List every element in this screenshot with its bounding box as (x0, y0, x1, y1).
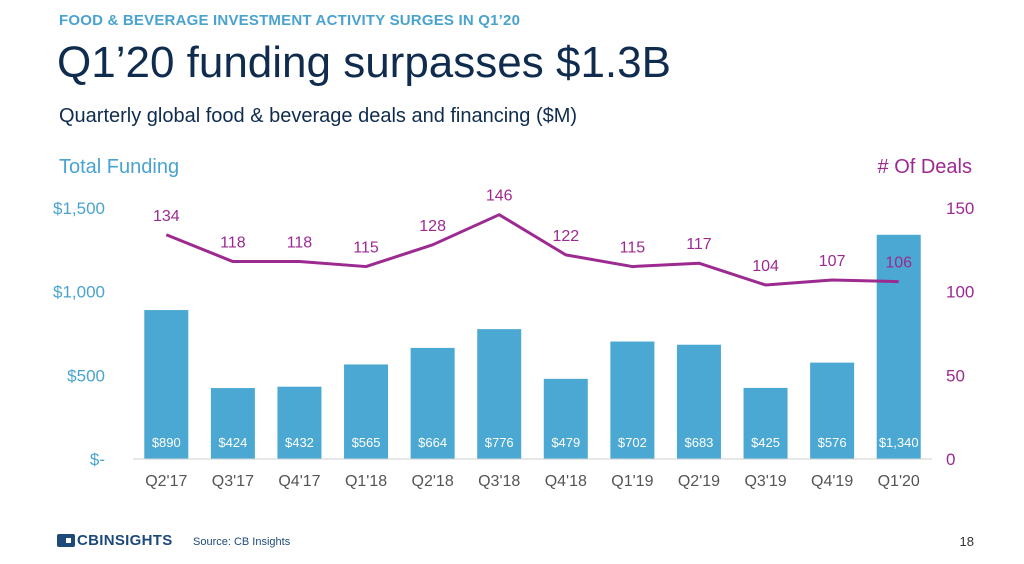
bar-value-label: $424 (218, 435, 247, 450)
bar-value-label: $702 (618, 435, 647, 450)
page-title: Q1’20 funding surpasses $1.3B (57, 38, 671, 87)
bar-value-label: $1,340 (879, 435, 919, 450)
category-label: Q1'20 (878, 473, 920, 490)
left-axis-tick-label: $500 (67, 366, 105, 385)
deals-value-label: 122 (552, 228, 579, 245)
bar-value-label: $425 (751, 435, 780, 450)
deals-value-label: 107 (819, 253, 846, 270)
deals-value-label: 106 (885, 255, 912, 272)
deals-value-label: 134 (153, 208, 180, 225)
right-axis-tick-label: 150 (946, 199, 974, 218)
category-label: Q2'18 (412, 473, 454, 490)
deals-line (165, 213, 899, 287)
bar-value-label: $776 (485, 435, 514, 450)
source-note: Source: CB Insights (193, 536, 291, 548)
left-axis-title: Total Funding (59, 156, 180, 178)
bar-value-label: $664 (418, 435, 447, 450)
deals-value-label: 118 (287, 235, 313, 252)
right-axis-tick-label: 100 (946, 283, 974, 302)
page-number: 18 (959, 534, 974, 549)
funding-bar (210, 388, 255, 459)
cb-insights-logo: CBINSIGHTS (57, 532, 173, 549)
kicker-heading: FOOD & BEVERAGE INVESTMENT ACTIVITY SURG… (59, 12, 521, 29)
funding-bar (344, 364, 389, 459)
category-label: Q3'17 (212, 473, 254, 490)
category-label: Q1'18 (345, 473, 387, 490)
page-subtitle: Quarterly global food & beverage deals a… (59, 105, 578, 127)
category-label: Q4'17 (278, 473, 320, 490)
deals-value-label: 115 (620, 240, 646, 257)
deals-value-label: 118 (220, 235, 246, 252)
category-label: Q1'19 (611, 473, 653, 490)
deals-value-label: 117 (686, 236, 712, 253)
category-label: Q2'19 (678, 473, 720, 490)
category-label: Q2'17 (145, 473, 187, 490)
right-axis-tick-label: 0 (946, 450, 955, 469)
funding-bar (876, 234, 921, 459)
funding-bar (277, 386, 322, 459)
bar-value-label: $565 (352, 435, 381, 450)
funding-bar (610, 341, 655, 459)
right-axis-tick-label: 50 (946, 366, 965, 385)
bar-value-label: $432 (285, 435, 314, 450)
funding-bar (144, 310, 189, 459)
funding-bar (543, 378, 588, 459)
bar-value-label: $576 (818, 435, 847, 450)
right-axis-title: # Of Deals (877, 156, 972, 178)
deals-value-label: 115 (353, 240, 379, 257)
cb-logo-icon (57, 534, 75, 547)
category-label: Q3'18 (478, 473, 520, 490)
funding-bar (676, 344, 721, 459)
left-axis-tick-label: $1,500 (53, 199, 105, 218)
deals-value-label: 104 (752, 258, 779, 275)
left-axis-tick-label: $- (90, 450, 105, 469)
funding-bar (810, 362, 855, 459)
bar-value-label: $890 (152, 435, 181, 450)
left-axis-tick-label: $1,000 (53, 283, 105, 302)
funding-bar (477, 329, 522, 459)
category-label: Q4'19 (811, 473, 853, 490)
logo-text: CBINSIGHTS (77, 532, 173, 549)
bar-value-label: $479 (551, 435, 580, 450)
funding-bar (743, 387, 788, 459)
deals-value-label: 146 (486, 188, 513, 205)
bar-value-label: $683 (684, 435, 713, 450)
category-label: Q4'18 (545, 473, 587, 490)
deals-value-label: 128 (419, 218, 446, 235)
category-label: Q3'19 (744, 473, 786, 490)
funding-bar (410, 347, 455, 459)
